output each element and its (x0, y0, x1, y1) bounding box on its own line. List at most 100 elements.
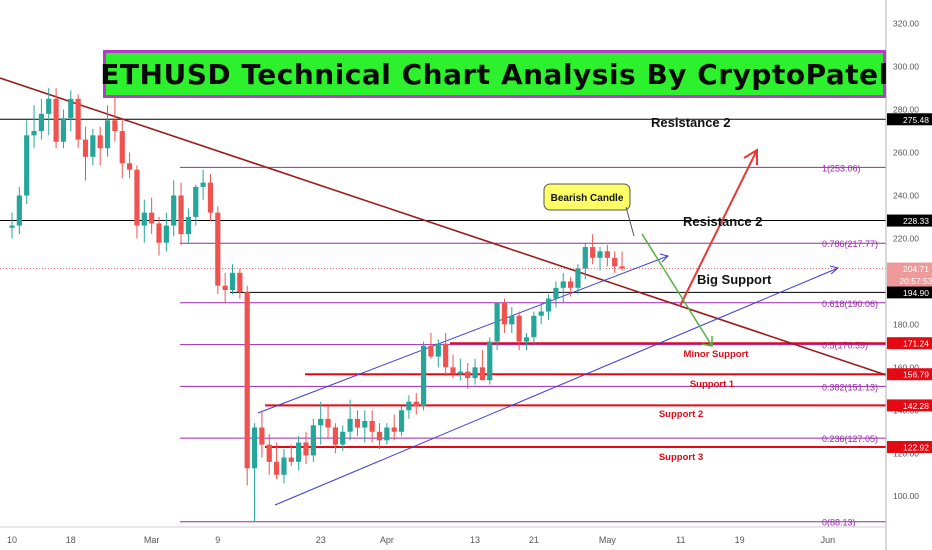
candle[interactable] (178, 182, 184, 245)
candle[interactable] (274, 442, 280, 480)
candle[interactable] (31, 105, 37, 149)
candle[interactable] (465, 363, 471, 389)
candle-body (149, 212, 155, 224)
candle-body (104, 120, 111, 149)
candle-layer[interactable] (9, 88, 625, 522)
candle[interactable] (16, 186, 22, 235)
candle[interactable] (435, 339, 441, 368)
candle-body (457, 371, 463, 374)
candle[interactable] (575, 264, 581, 295)
candle[interactable] (612, 251, 618, 273)
candle[interactable] (112, 96, 118, 142)
candle-body (553, 287, 559, 299)
candle[interactable] (237, 268, 243, 299)
candle[interactable] (413, 393, 419, 415)
candle[interactable] (619, 251, 625, 271)
price-axis[interactable]: 100.00120.00140.00160.00180.00200.00220.… (885, 0, 932, 550)
candle[interactable] (281, 448, 287, 484)
candle[interactable] (597, 247, 603, 271)
candle[interactable] (53, 88, 59, 149)
candle[interactable] (516, 311, 522, 351)
candle[interactable] (560, 272, 566, 303)
time-axis[interactable]: 10 18 Mar 9 23 Apr 13 21 May 11 19 Jun (0, 526, 886, 545)
candle[interactable] (193, 184, 199, 226)
candle[interactable] (156, 216, 162, 256)
candle[interactable] (185, 208, 191, 243)
candle[interactable] (531, 311, 537, 346)
candle[interactable] (391, 414, 397, 441)
candle[interactable] (215, 206, 221, 295)
candle[interactable] (582, 242, 588, 280)
candle[interactable] (340, 425, 346, 452)
candle[interactable] (9, 212, 15, 239)
candle[interactable] (296, 436, 302, 471)
candle[interactable] (450, 354, 456, 379)
candle[interactable] (134, 165, 140, 239)
candle[interactable] (149, 197, 155, 235)
candle[interactable] (119, 120, 125, 179)
candle[interactable] (127, 152, 133, 179)
candle[interactable] (553, 281, 559, 308)
candle[interactable] (421, 341, 427, 411)
candle[interactable] (325, 406, 331, 439)
candle[interactable] (171, 180, 177, 237)
candle[interactable] (362, 410, 368, 443)
candle[interactable] (398, 406, 405, 437)
candle[interactable] (369, 410, 375, 443)
candle[interactable] (259, 410, 265, 458)
descending-trendline[interactable] (0, 77, 887, 376)
candle-body (237, 272, 243, 293)
candle[interactable] (244, 285, 250, 486)
candle[interactable] (487, 337, 493, 385)
candle[interactable] (229, 264, 236, 295)
candle[interactable] (354, 410, 361, 437)
chart-title: ETHUSD Technical Chart Analysis By Crypt… (100, 57, 889, 91)
channel-lower-line[interactable] (274, 267, 839, 506)
x-tick-label: 10 (7, 535, 17, 545)
candle[interactable] (75, 94, 81, 149)
candle[interactable] (376, 423, 383, 449)
candle[interactable] (200, 169, 206, 200)
candle[interactable] (443, 332, 449, 376)
candle[interactable] (545, 294, 552, 321)
candle-body (354, 418, 361, 428)
candle[interactable] (222, 272, 228, 303)
candle[interactable] (479, 350, 485, 381)
candle[interactable] (288, 444, 294, 467)
candle[interactable] (494, 302, 500, 351)
candle[interactable] (163, 212, 169, 252)
candle[interactable] (604, 244, 610, 267)
candle[interactable] (251, 423, 258, 522)
candle[interactable] (457, 358, 463, 381)
candle[interactable] (207, 174, 214, 222)
candle[interactable] (38, 98, 44, 140)
candle[interactable] (266, 433, 272, 475)
candle[interactable] (104, 105, 111, 157)
candle[interactable] (46, 88, 52, 136)
candle[interactable] (501, 298, 508, 333)
candle[interactable] (310, 418, 316, 462)
candle[interactable] (568, 277, 574, 297)
candle[interactable] (60, 109, 67, 149)
candle[interactable] (97, 126, 103, 166)
candle[interactable] (384, 423, 390, 445)
candle[interactable] (406, 395, 412, 419)
candle[interactable] (332, 423, 338, 454)
channel-upper-line[interactable] (257, 255, 669, 414)
candle[interactable] (141, 199, 147, 243)
candle[interactable] (24, 120, 30, 205)
candle[interactable] (538, 302, 544, 325)
fib-label-0: 1(253.06) (822, 163, 861, 173)
candle[interactable] (68, 90, 74, 132)
candle[interactable] (82, 126, 89, 181)
candle[interactable] (590, 234, 596, 265)
candle[interactable] (303, 431, 309, 464)
candle[interactable] (318, 401, 324, 445)
candle[interactable] (428, 332, 434, 359)
candle[interactable] (509, 307, 515, 333)
candle[interactable] (523, 332, 530, 351)
candle[interactable] (347, 399, 353, 441)
candle[interactable] (90, 128, 96, 166)
candle[interactable] (472, 358, 478, 385)
